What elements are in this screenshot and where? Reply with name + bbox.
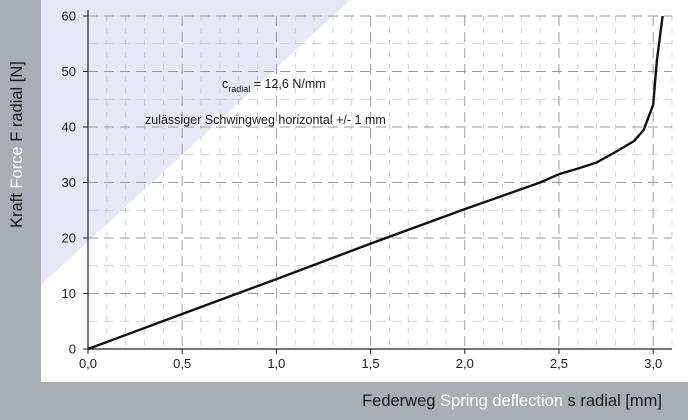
x-tick-label: 3,0 bbox=[644, 356, 662, 371]
x-tick-label: 1,5 bbox=[362, 356, 380, 371]
x-axis-title: Federweg Spring deflection s radial [mm] bbox=[362, 392, 662, 410]
x-tick-label: 1,0 bbox=[267, 356, 285, 371]
y-tick-label: 50 bbox=[62, 64, 76, 79]
y-tick-label: 40 bbox=[62, 120, 76, 135]
y-tick-label: 20 bbox=[62, 231, 76, 246]
tick-labels: 0,0 0,5 1,0 1,5 2,0 2,5 3,0 0 10 20 30 40 50 60 bbox=[62, 9, 663, 372]
y-tick-label: 10 bbox=[62, 286, 76, 301]
x-tick-label: 0,0 bbox=[79, 356, 97, 371]
y-axis-title: Kraft Force F radial [N] bbox=[8, 61, 26, 228]
stiffness-annotation: cradial = 12,6 N/mm bbox=[222, 77, 326, 94]
axes bbox=[83, 10, 672, 354]
y-tick-label: 30 bbox=[62, 175, 76, 190]
series-line-force-deflection bbox=[87, 15, 664, 351]
y-tick-label: 0 bbox=[69, 342, 76, 357]
travel-annotation: zulässiger Schwingweg horizontal +/- 1 m… bbox=[145, 113, 386, 127]
x-tick-label: 0,5 bbox=[173, 356, 191, 371]
x-tick-label: 2,0 bbox=[456, 356, 474, 371]
grid bbox=[88, 15, 673, 349]
x-axis-title-highlight: Spring deflection bbox=[440, 392, 563, 410]
y-axis-title-highlight: Force bbox=[8, 146, 26, 188]
x-tick-label: 2,5 bbox=[550, 356, 568, 371]
stiffness-subscript: radial bbox=[228, 84, 250, 94]
y-tick-label: 60 bbox=[62, 9, 76, 24]
